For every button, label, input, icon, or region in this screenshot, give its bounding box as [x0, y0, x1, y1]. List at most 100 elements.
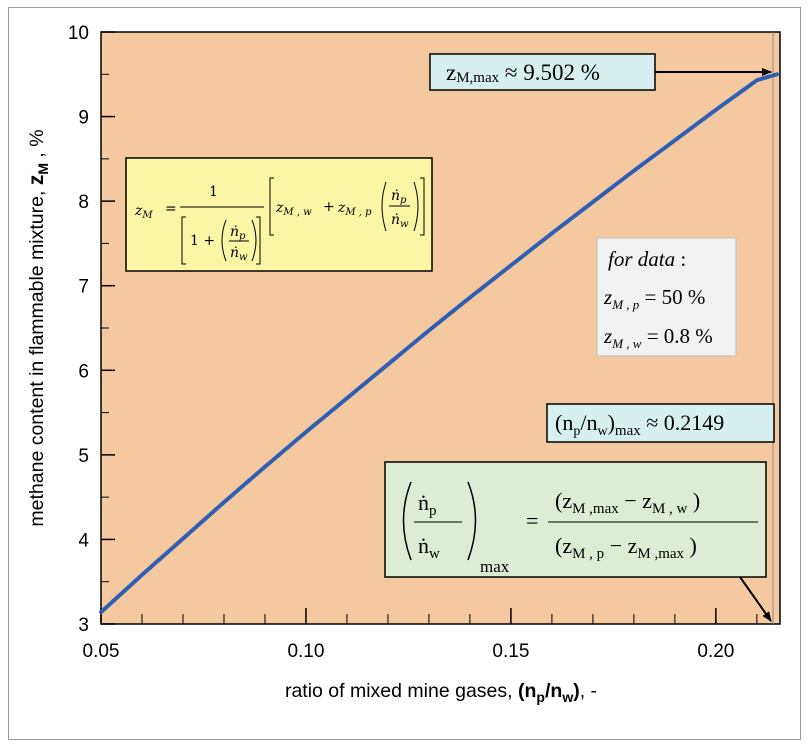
data-box-zmp-sub: M , p	[611, 297, 640, 312]
max-ratio-text: (np/nw)max ≈ 0.2149	[555, 410, 724, 439]
series-group	[99, 72, 779, 615]
x-axis-title-symbol-2: n	[550, 680, 562, 702]
max-z-box	[429, 53, 656, 91]
max-ratio-sub-p: p	[573, 424, 580, 439]
formula-den-nw: ṅw	[230, 245, 248, 263]
green-n2: ṅ	[418, 533, 429, 558]
data-box-zmw-value: = 0.8 %	[641, 324, 712, 348]
max-z-annotation: zM,max ≈ 9.502 %	[429, 53, 772, 91]
y-tick-label: 5	[78, 446, 89, 467]
max-ratio-box	[546, 403, 775, 443]
green-paren-left	[402, 481, 412, 561]
green-num-minus: − z	[619, 488, 652, 513]
formula-lhs: zM	[134, 203, 153, 221]
formula-den-w: w	[239, 252, 248, 263]
data-box-line3: zM , w = 0.8 %	[603, 324, 713, 351]
max-ratio-mid: /n	[580, 410, 597, 435]
x-tick-label: 0.10	[287, 641, 324, 662]
y-axis-title-symbol-sub: M	[35, 163, 51, 175]
formula-zmw: zM , w	[275, 200, 312, 218]
x-axis-title-slash: /	[545, 680, 551, 702]
data-box-zmw: z	[603, 324, 612, 348]
x-axis-title-paren-close: )	[573, 680, 580, 702]
formula-zmp-sub: M , p	[344, 207, 372, 218]
formula-rhs-paren-right	[413, 181, 419, 232]
formula-box-bg	[125, 157, 433, 272]
green-num-open: (z	[555, 488, 572, 513]
max-ratio-arrow	[739, 576, 772, 622]
formula-numerator-one: 1	[209, 184, 218, 200]
green-den-close: )	[684, 533, 697, 558]
formula-den-np: ṅp	[230, 224, 246, 242]
x-axis-title-symbol-sub-w: w	[561, 689, 573, 705]
x-tick-label: 0.20	[697, 641, 734, 662]
x-axis-ticks: 0.05 0.10 0.15 0.20	[83, 608, 758, 662]
figure-frame	[8, 7, 801, 740]
formula-den-paren-right	[251, 219, 257, 262]
formula-den-p: p	[239, 231, 246, 242]
green-n1: ṅ	[418, 490, 429, 515]
y-axis-ticks: 3 4 5 6 7 8 9 10	[68, 23, 115, 636]
green-paren-right	[467, 481, 477, 561]
formula-den-paren-left	[221, 219, 227, 262]
formula-zmw-z: z	[275, 200, 284, 216]
x-tick-label: 0.05	[83, 641, 120, 662]
data-box-line2: zM , p = 50 %	[603, 285, 705, 312]
data-box-colon: :	[675, 247, 686, 271]
max-ratio-sub-max: max	[615, 423, 641, 439]
green-num-sub1: M ,max	[572, 501, 619, 517]
green-den-minus: − z	[604, 533, 637, 558]
data-box-zmp-value: = 50 %	[639, 285, 705, 309]
y-axis-title: methane content in flammable mixture, zM…	[25, 129, 51, 526]
max-ratio-lhs: (n	[555, 410, 573, 435]
max-ratio-sub-w: w	[597, 424, 608, 439]
max-ratio-close: )	[608, 410, 615, 435]
max-z-symbol-sub: M,max	[456, 70, 499, 86]
green-max: max	[480, 557, 510, 576]
formula-den-bracket-left	[181, 216, 186, 265]
green-den-sub2: M ,max	[637, 546, 684, 562]
green-num-close: )	[687, 488, 700, 513]
formula-zmp-z: z	[337, 200, 346, 216]
formula-box: zM = 1 1 + ṅp ṅw zM , w + zM , p ṅp ṅw	[125, 157, 433, 272]
formula-one-plus: 1 +	[190, 233, 215, 249]
formula-zmp: zM , p	[337, 200, 372, 218]
y-axis-title-prefix: methane content in flammable mixture,	[26, 185, 48, 526]
green-den-sub1: M , p	[572, 546, 604, 562]
green-p: p	[429, 503, 437, 519]
y-axis-title-symbol: z	[25, 175, 48, 186]
green-denominator: (zM , p − zM ,max )	[555, 533, 697, 562]
series-line	[99, 72, 779, 615]
formula-den-n1: ṅ	[230, 224, 239, 240]
data-box-for-data: for data	[608, 247, 675, 271]
green-eq: =	[526, 508, 538, 533]
y-tick-label: 8	[78, 192, 89, 213]
y-tick-label: 9	[78, 108, 89, 129]
formula-lhs-sub: M	[141, 210, 153, 221]
formula-lhs-z: z	[134, 203, 143, 219]
green-w: w	[429, 546, 440, 562]
y-tick-label: 3	[78, 615, 89, 636]
data-box-zmw-sub: M , w	[611, 336, 642, 351]
max-z-value: ≈ 9.502 %	[499, 60, 600, 85]
green-num-sub2: M , w	[652, 501, 688, 517]
data-box-line1: for data :	[608, 247, 686, 271]
y-tick-label: 4	[78, 530, 89, 551]
max-z-symbol: z	[446, 60, 456, 85]
x-axis-title-suffix: , -	[580, 680, 597, 702]
x-axis-title: ratio of mixed mine gases, (np/nw), -	[285, 680, 597, 705]
y-tick-label: 7	[78, 277, 89, 298]
max-z-text: zM,max ≈ 9.502 %	[446, 60, 600, 86]
green-den-open: (z	[555, 533, 572, 558]
formula-eq: =	[165, 201, 177, 217]
green-nw: ṅw	[418, 533, 440, 562]
data-box: for data : zM , p = 50 % zM , w = 0.8 %	[596, 237, 737, 357]
y-tick-label: 6	[78, 361, 89, 382]
formula-rhs-np: ṅp	[391, 188, 407, 206]
formula-rhs-bracket-left	[269, 177, 274, 236]
y-tick-label: 10	[68, 23, 89, 44]
formula-rhs-w: w	[400, 219, 409, 230]
x-axis-title-symbol-sub-p: p	[536, 689, 545, 705]
formula-rhs-bracket-right	[420, 177, 425, 236]
